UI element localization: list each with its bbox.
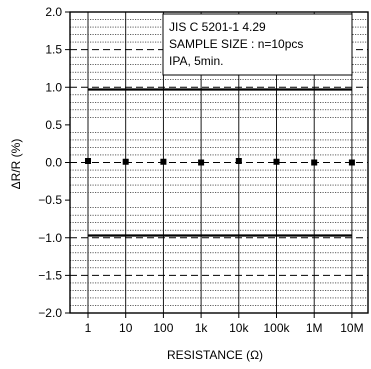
x-tick-label: 100 xyxy=(153,321,173,335)
data-point xyxy=(235,157,242,164)
data-point xyxy=(160,158,167,165)
y-tick-label: −1.5 xyxy=(38,268,62,282)
y-ticks: 2.0 1.5 1.0 0.5 0.0 −0.5 −1.0 −1.5 −2.0 xyxy=(38,5,70,320)
data-point xyxy=(311,159,318,166)
annotation-line-3: IPA, 5min. xyxy=(169,54,223,68)
x-tick-label: 10 xyxy=(119,321,133,335)
y-tick-label: −1.0 xyxy=(38,231,62,245)
y-tick-label: 1.0 xyxy=(45,80,62,94)
data-point xyxy=(273,158,280,165)
y-tick-label: 1.5 xyxy=(45,43,62,57)
data-point xyxy=(348,159,355,166)
annotation-line-1: JIS C 5201-1 4.29 xyxy=(169,20,266,34)
x-tick-label: 1 xyxy=(85,321,92,335)
x-tick-label: 10k xyxy=(229,321,249,335)
y-tick-label: 2.0 xyxy=(45,5,62,19)
x-tick-label: 10M xyxy=(340,321,363,335)
y-tick-label: −2.0 xyxy=(38,306,62,320)
x-tick-label: 100k xyxy=(263,321,290,335)
annotation-box: JIS C 5201-1 4.29 SAMPLE SIZE : n=10pcs … xyxy=(162,13,353,76)
y-tick-label: 0.0 xyxy=(45,156,62,170)
x-ticks: 1 10 100 1k 10k 100k 1M 10M xyxy=(85,313,364,335)
data-point xyxy=(122,158,129,165)
x-tick-label: 1k xyxy=(195,321,209,335)
data-points xyxy=(85,157,355,166)
annotation-line-2: SAMPLE SIZE : n=10pcs xyxy=(169,37,303,51)
limit-lines xyxy=(70,49,368,276)
y-axis-label: ΔR/R (%) xyxy=(9,139,23,190)
data-point xyxy=(198,159,205,166)
x-axis-label: RESISTANCE (Ω) xyxy=(167,348,263,362)
x-tick-label: 1M xyxy=(306,321,323,335)
y-tick-label: −0.5 xyxy=(38,193,62,207)
annotation-frame xyxy=(162,13,353,76)
y-tick-label: 0.5 xyxy=(45,118,62,132)
data-point xyxy=(85,157,91,164)
